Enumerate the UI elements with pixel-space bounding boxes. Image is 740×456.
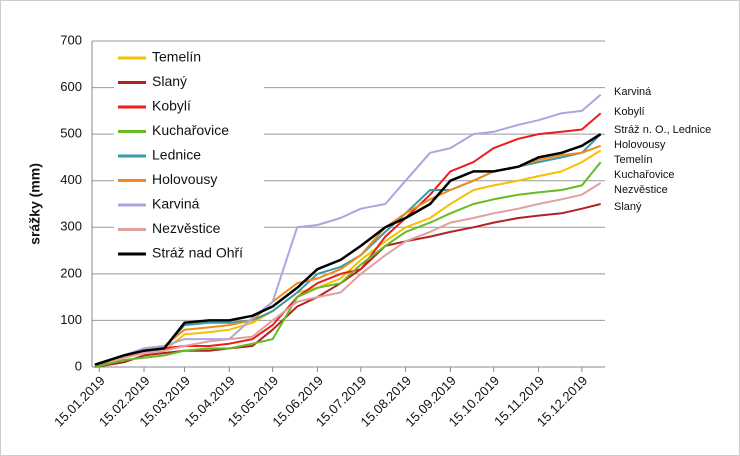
legend-label: Lednice [152,147,201,163]
legend-bg [114,146,264,166]
legend-bg [114,244,264,264]
y-tick-label: 600 [60,79,82,94]
series-line [94,149,602,366]
annotation: Slaný [614,201,642,213]
annotation: Kobylí [614,106,645,118]
legend-label: Kuchařovice [152,122,229,138]
legend-bg [114,97,264,117]
y-tick-label: 300 [60,219,82,234]
annotation: Stráž n. O., Lednice [614,124,711,136]
y-tick-label: 700 [60,32,82,47]
series-line [94,182,602,366]
legend-bg [114,121,264,142]
legend-label: Temelín [152,49,201,65]
legend-label: Nezvěstice [152,220,221,236]
y-tick-label: 400 [60,172,82,187]
legend-bg [114,48,264,68]
y-tick-label: 500 [60,126,82,141]
legend-label: Holovousy [152,171,217,187]
series-line [94,93,602,366]
legend-label: Stráž nad Ohří [152,245,243,261]
y-tick-label: 200 [60,265,82,280]
legend-label: Kobylí [152,98,191,114]
annotation: Kuchařovice [614,169,675,181]
series-line [94,133,602,366]
series-line [94,161,602,368]
annotation: Karviná [614,86,652,98]
y-axis-label: srážky (mm) [27,163,43,245]
annotation: Temelín [614,154,653,166]
annotation: Holovousy [614,139,666,151]
legend-bg [114,219,264,240]
y-tick-label: 0 [75,358,82,373]
annotation: Nezvěstice [614,184,668,196]
y-tick-label: 100 [60,312,82,327]
legend-bg [114,195,264,215]
legend-label: Slaný [152,73,187,89]
legend-bg [114,170,264,191]
legend-bg [114,72,264,93]
legend-label: Karviná [152,196,200,212]
